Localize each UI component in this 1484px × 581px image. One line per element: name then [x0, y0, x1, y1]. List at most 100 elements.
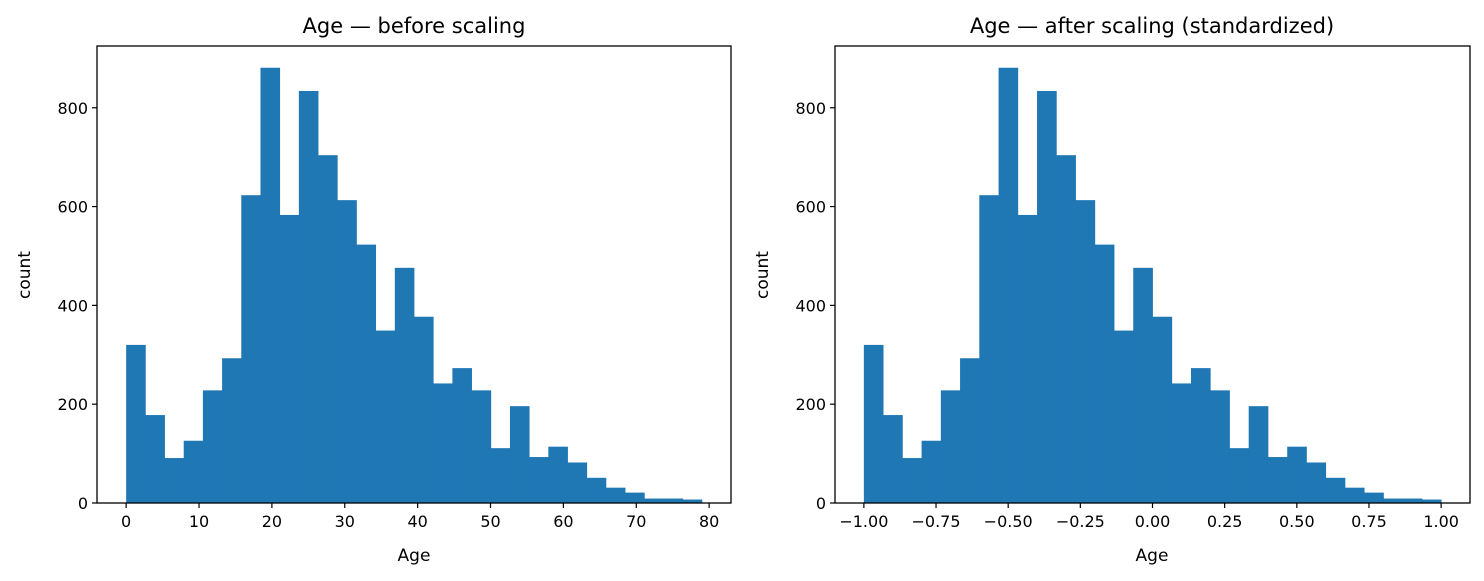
- x-tick-label: 80: [699, 512, 719, 531]
- plot-frame: [834, 45, 1471, 504]
- x-tick-label: −1.00: [839, 512, 888, 531]
- histogram-bar: [414, 316, 434, 503]
- y-tick-label: 200: [795, 395, 826, 414]
- histogram-bar: [337, 200, 357, 503]
- x-tick-label: 50: [480, 512, 500, 531]
- y-tick-label: 800: [795, 99, 826, 118]
- histogram-bar: [1152, 316, 1173, 503]
- x-tick-label: 0.00: [1135, 512, 1171, 531]
- y-tick-label: 600: [57, 198, 88, 217]
- histogram-bar: [529, 457, 549, 503]
- x-tick-label: 0.75: [1351, 512, 1387, 531]
- x-tick-label: 30: [335, 512, 355, 531]
- histogram-bar: [241, 195, 261, 503]
- y-axis-ticks: 0 200 400 600 800: [57, 99, 97, 513]
- chart-title: Age — before scaling: [303, 14, 526, 38]
- x-axis-ticks: 0 10 20 30 40 50 60 70 80: [121, 503, 719, 531]
- histogram-bar: [979, 195, 999, 503]
- histogram-bar: [164, 458, 185, 503]
- histogram-bar: [1094, 244, 1115, 504]
- histogram-bar: [586, 477, 607, 503]
- histogram-bar: [1190, 368, 1211, 503]
- histogram-bar: [1210, 390, 1230, 503]
- histogram-bar: [1364, 492, 1384, 503]
- x-tick-label: 1.00: [1423, 512, 1459, 531]
- y-tick-label: 400: [57, 296, 88, 315]
- histogram-bar: [605, 487, 626, 503]
- histogram-bar: [1402, 498, 1423, 503]
- histogram-bar: [863, 344, 884, 503]
- histogram-bar: [1325, 477, 1346, 503]
- histogram-bar: [548, 446, 568, 503]
- histogram-bar: [625, 492, 645, 503]
- histogram-bar: [318, 155, 338, 503]
- chart-title: Age — after scaling (standardized): [970, 14, 1334, 38]
- y-axis-label: count: [15, 251, 35, 299]
- x-tick-label: −0.50: [984, 512, 1033, 531]
- histogram-bar: [222, 358, 242, 503]
- histogram-bar: [940, 390, 961, 503]
- histogram-bar: [145, 415, 165, 503]
- histogram-bar: [1421, 499, 1442, 503]
- histogram-bar: [1344, 487, 1365, 503]
- histogram-bar: [663, 498, 684, 503]
- histogram-bar: [183, 440, 204, 503]
- histogram-bar: [1267, 457, 1288, 503]
- x-tick-label: 70: [626, 512, 646, 531]
- bars-group: [126, 67, 703, 504]
- histogram-bar: [279, 214, 300, 503]
- histogram-bar: [1306, 462, 1327, 503]
- plot-frame: [96, 45, 732, 504]
- histogram-bar: [1287, 446, 1307, 503]
- histogram-bar: [883, 415, 903, 503]
- y-tick-label: 400: [795, 296, 826, 315]
- histogram-bar: [433, 383, 453, 503]
- histogram-bar: [567, 462, 588, 503]
- histogram-bar: [921, 440, 942, 503]
- histogram-bar: [1229, 448, 1250, 503]
- y-tick-label: 0: [816, 494, 826, 513]
- x-tick-label: 0.50: [1279, 512, 1315, 531]
- histogram-bar: [1056, 155, 1076, 503]
- histogram-bar: [490, 448, 511, 503]
- histogram-bar: [682, 499, 703, 503]
- histogram-bar: [1133, 267, 1153, 503]
- histogram-bar: [1383, 498, 1404, 503]
- histogram-bar: [1037, 90, 1057, 504]
- x-tick-label: 10: [189, 512, 209, 531]
- x-tick-label: −0.25: [1056, 512, 1105, 531]
- histogram-bar: [1075, 200, 1096, 503]
- histogram-bar: [471, 390, 492, 503]
- histogram-bar: [509, 406, 530, 503]
- histogram-bar: [960, 358, 980, 503]
- histogram-panel-before: Age — before scaling 0 10 20 30 40 50 60 70 80 0…: [15, 14, 732, 566]
- histogram-bar: [998, 67, 1019, 504]
- x-tick-label: 40: [407, 512, 427, 531]
- y-axis-label: count: [753, 251, 773, 299]
- histogram-bar: [375, 330, 396, 503]
- histogram-panel-after: Age — after scaling (standardized) −1.00…: [753, 14, 1471, 566]
- x-axis-ticks: −1.00 −0.75 −0.50 −0.25 0.00 0.25 0.50 0.75 1.00: [839, 503, 1459, 531]
- y-tick-label: 200: [57, 395, 88, 414]
- histogram-bar: [298, 90, 319, 504]
- x-tick-label: 20: [262, 512, 282, 531]
- histogram-bar: [644, 498, 664, 503]
- histogram-bar: [1248, 406, 1269, 503]
- y-tick-label: 0: [78, 494, 88, 513]
- histogram-bar: [260, 67, 281, 504]
- y-axis-ticks: 0 200 400 600 800: [795, 99, 835, 513]
- histogram-bar: [126, 344, 146, 503]
- x-axis-label: Age: [398, 546, 431, 566]
- histogram-bar: [452, 368, 472, 503]
- y-tick-label: 600: [795, 198, 826, 217]
- histogram-bar: [356, 244, 377, 504]
- bars-group: [863, 67, 1442, 504]
- x-axis-label: Age: [1136, 546, 1169, 566]
- histogram-bar: [1114, 330, 1134, 503]
- x-tick-label: 0: [121, 512, 131, 531]
- x-tick-label: 0.25: [1207, 512, 1243, 531]
- x-tick-label: −0.75: [912, 512, 961, 531]
- histogram-bar: [1017, 214, 1038, 503]
- x-tick-label: 60: [553, 512, 573, 531]
